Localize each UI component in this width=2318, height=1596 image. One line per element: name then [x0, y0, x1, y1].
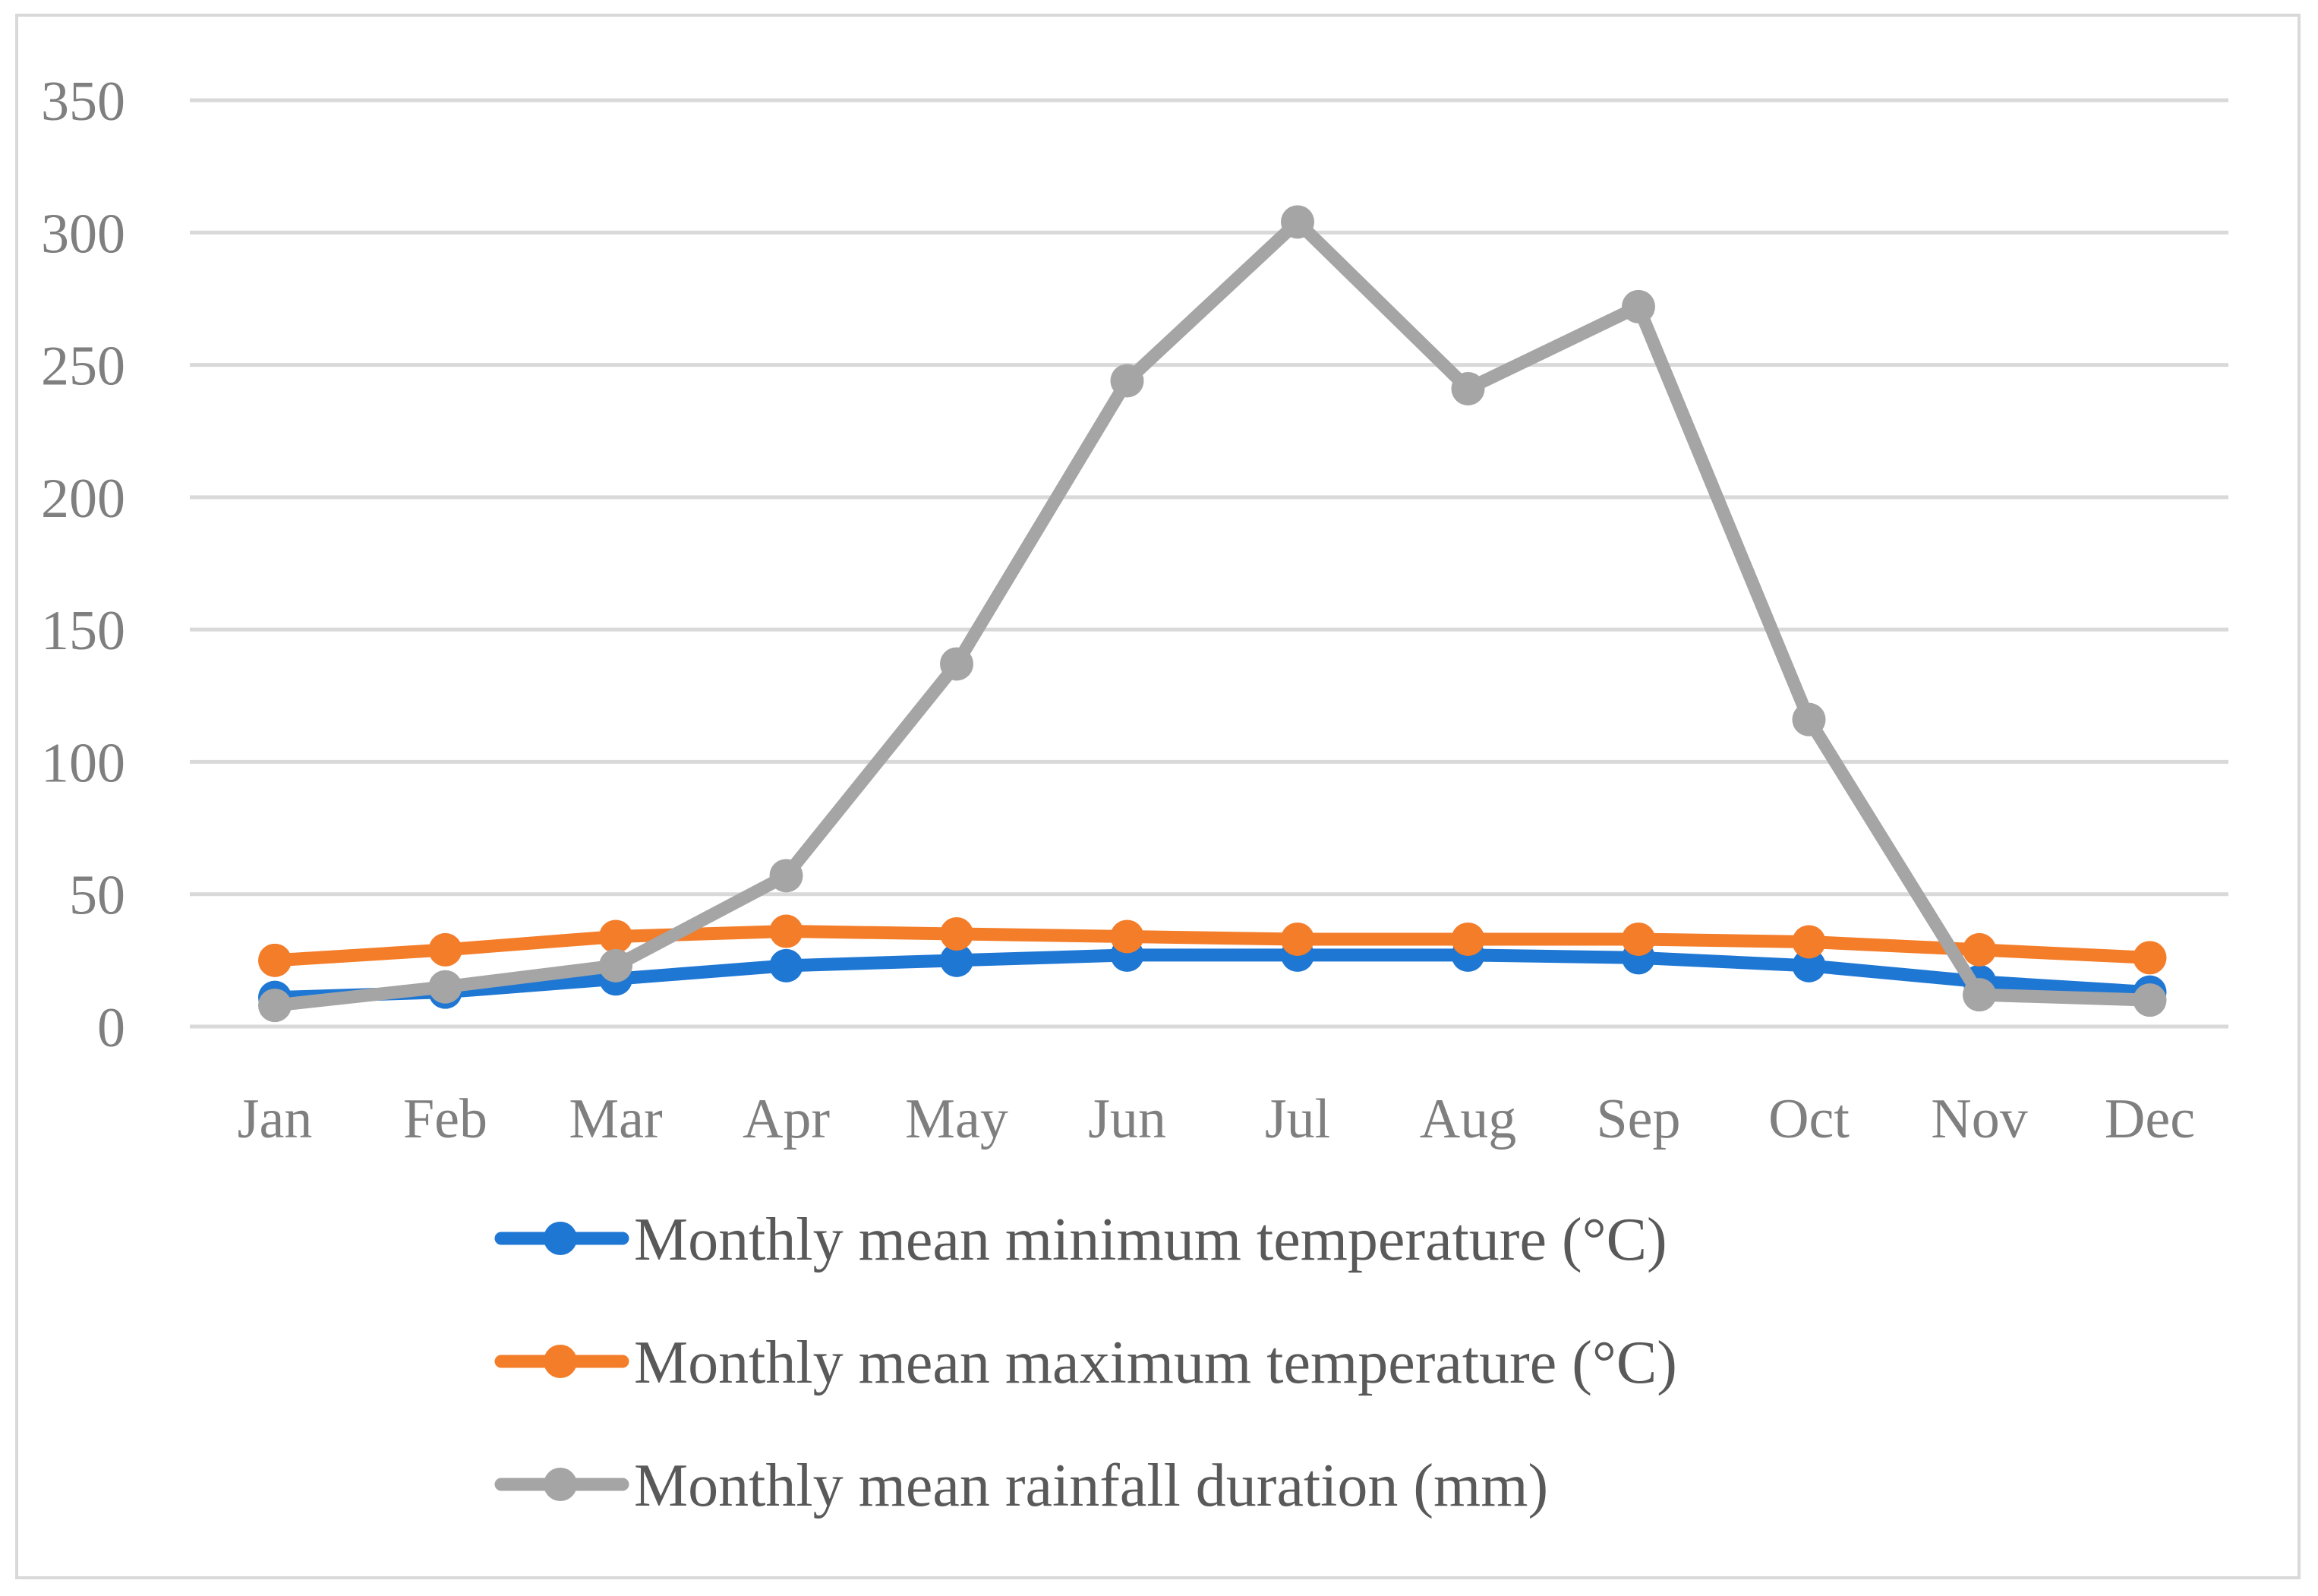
legend-entry: Monthly mean rainfall duration (mm)	[494, 1452, 1548, 1519]
y-tick-label: 300	[41, 203, 125, 265]
data-point	[769, 859, 803, 893]
data-point	[428, 970, 462, 1004]
data-point	[1792, 925, 1826, 959]
data-point	[940, 943, 973, 977]
data-point	[1622, 922, 1655, 956]
y-tick-label: 150	[41, 600, 125, 662]
series-line	[268, 215, 2156, 1012]
data-point	[258, 943, 292, 977]
y-tick-label: 0	[97, 997, 125, 1059]
data-point	[1110, 364, 1144, 398]
legend-swatch-marker	[544, 1345, 577, 1378]
data-point	[1792, 948, 1826, 983]
series-3	[258, 205, 2167, 1023]
y-tick-label: 100	[41, 732, 125, 794]
y-tick-label: 50	[69, 865, 125, 927]
legend-label: Monthly mean minimum temperature (°C)	[634, 1206, 1667, 1273]
data-point	[1963, 978, 1996, 1012]
x-tick-label: Jan	[238, 1088, 313, 1150]
data-point	[940, 647, 973, 681]
data-point	[769, 948, 803, 983]
data-point	[1963, 932, 1996, 967]
data-point	[428, 932, 462, 967]
legend-label: Monthly mean rainfall duration (mm)	[634, 1452, 1548, 1519]
series-2	[258, 914, 2167, 977]
y-tick-label: 250	[41, 336, 125, 398]
data-point	[1110, 919, 1144, 954]
x-axis-tick-labels: Jan Feb Mar Apr May Jun Jul Aug Sep Oct Nov Dec	[238, 1088, 2195, 1150]
x-tick-label: Jul	[1265, 1088, 1330, 1150]
x-tick-label: Nov	[1931, 1088, 2027, 1150]
series-line	[268, 925, 2156, 967]
legend-swatch-marker	[544, 1222, 577, 1255]
data-point	[2133, 983, 2167, 1017]
data-point	[2133, 941, 2167, 975]
grid-lines	[190, 98, 2228, 1029]
legend-label: Monthly mean maximum temperature (°C)	[634, 1329, 1677, 1396]
data-point	[1792, 702, 1826, 736]
x-tick-label: Apr	[743, 1088, 830, 1150]
data-point	[940, 917, 973, 951]
x-tick-label: Oct	[1768, 1088, 1850, 1150]
chart-frame	[15, 14, 2301, 1579]
series-lines	[258, 205, 2167, 1023]
legend-swatch-marker	[544, 1468, 577, 1501]
series-line	[268, 948, 2156, 1005]
data-point	[1281, 922, 1314, 956]
x-tick-label: Dec	[2105, 1088, 2195, 1150]
data-point	[1622, 289, 1655, 323]
data-point	[1281, 205, 1314, 239]
y-tick-label: 200	[41, 468, 125, 530]
data-point	[769, 914, 803, 948]
x-tick-label: May	[905, 1088, 1008, 1150]
legend-entry: Monthly mean minimum temperature (°C)	[494, 1206, 1667, 1273]
x-tick-label: Jun	[1088, 1088, 1166, 1150]
data-point	[258, 989, 292, 1023]
x-tick-label: Sep	[1597, 1088, 1681, 1150]
legend-entry: Monthly mean maximum temperature (°C)	[494, 1329, 1677, 1396]
legend: Monthly mean minimum temperature (°C) Mon…	[494, 1206, 1677, 1519]
data-point	[1451, 371, 1485, 405]
y-tick-label: 350	[41, 71, 125, 133]
data-point	[599, 948, 632, 983]
x-tick-label: Feb	[403, 1088, 487, 1150]
data-point	[1451, 922, 1485, 956]
y-axis-tick-labels: 0 50 100 150 200 250 300 350	[41, 71, 125, 1059]
x-tick-label: Mar	[569, 1088, 662, 1150]
data-point	[599, 919, 632, 954]
x-tick-label: Aug	[1420, 1088, 1516, 1150]
